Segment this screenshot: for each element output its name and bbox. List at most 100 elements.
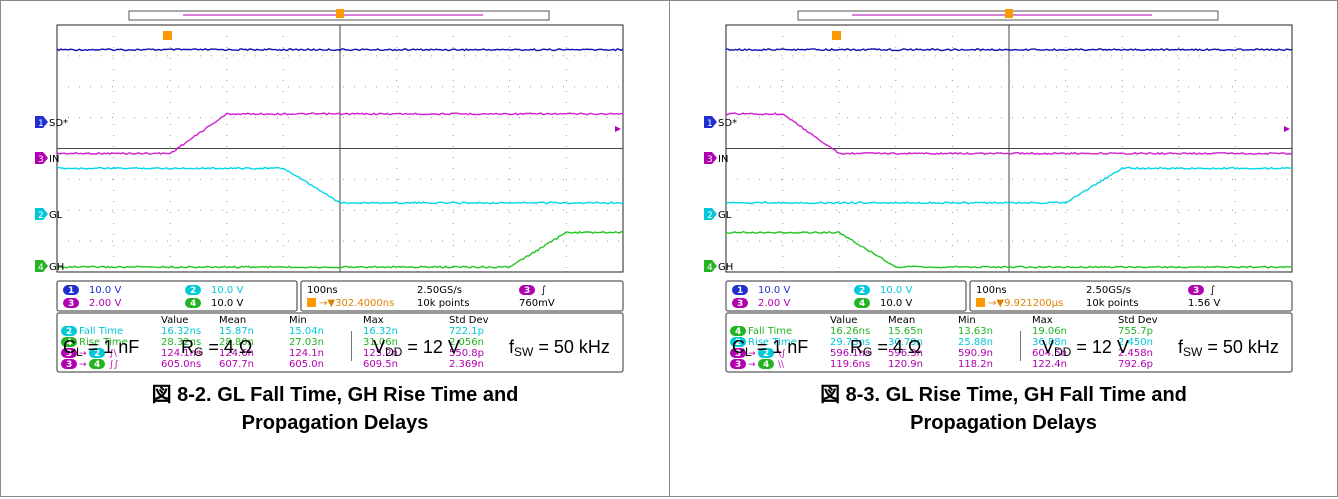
measurement-label: Fall Time — [748, 326, 792, 337]
caption-number: 図 8-3. — [820, 384, 880, 406]
rg-condition: RG = 4 Ω — [181, 337, 252, 359]
trigger-point-icon — [163, 31, 172, 40]
ch4-scale: 10.0 V — [880, 298, 912, 309]
ch2-badge: 2 — [190, 286, 196, 296]
scope-screen-left: 1 SD* 3 IN 2 GL 4 GH 1 10.0 V 2 10.0 V 3 2.00 V 4 10.0 … — [33, 9, 629, 322]
rg-condition: RG = 4 Ω — [850, 337, 921, 359]
caption-number: 図 8-2. — [152, 384, 212, 406]
ch4-badge: 4 — [190, 299, 196, 309]
cl-condition: CL = 1 nF — [63, 337, 139, 359]
trigger-level: 760mV — [519, 298, 555, 309]
record-length: 10k points — [1086, 298, 1138, 309]
caption-line2: Propagation Delays — [670, 409, 1337, 437]
trigger-time: →▼9.921200µs — [988, 298, 1063, 309]
measurement-value: 755.7p — [1118, 326, 1153, 337]
timebase: 100ns — [307, 285, 338, 296]
ch1-scale: 10.0 V — [758, 285, 790, 296]
trigger-level: 1.56 V — [1188, 298, 1220, 309]
ch2-scale: 10.0 V — [880, 285, 912, 296]
figure-caption-right: 図 8-3. GL Rise Time, GH Fall Time and Pr… — [670, 381, 1337, 437]
channel-marker-number: 1 — [707, 119, 713, 129]
measurement-column-header: Value — [161, 315, 188, 326]
test-conditions-right: CL = 1 nF RG = 4 Ω VDD = 12 V fSW = 50 k… — [670, 337, 1337, 367]
channel-marker-number: 1 — [38, 119, 44, 129]
ch3-scale: 2.00 V — [758, 298, 790, 309]
measurement-column-header: Mean — [219, 315, 246, 326]
measurement-value: 13.63n — [958, 326, 993, 337]
trigger-time-icon — [976, 298, 985, 307]
trigger-position-marker — [336, 9, 344, 18]
measurement-column-header: Value — [830, 315, 857, 326]
trigger-position-marker — [1005, 9, 1013, 18]
record-length: 10k points — [417, 298, 469, 309]
measurement-column-header: Max — [363, 315, 384, 326]
measurement-value: 16.32ns — [161, 326, 201, 337]
trigger-source-badge: 3 — [524, 286, 530, 296]
measurement-value: 722.1p — [449, 326, 484, 337]
channel-label: SD* — [49, 118, 68, 129]
measurement-value: 15.65n — [888, 326, 923, 337]
figure-caption-left: 図 8-2. GL Fall Time, GH Rise Time and Pr… — [1, 381, 669, 437]
ch3-badge: 3 — [68, 299, 74, 309]
measurement-column-header: Std Dev — [449, 315, 489, 326]
channel-label: IN — [718, 154, 728, 165]
channel-marker-number: 3 — [38, 155, 44, 165]
test-conditions-left: CL = 1 nF RG = 4 Ω VDD = 12 V fSW = 50 k… — [1, 337, 669, 367]
timebase: 100ns — [976, 285, 1007, 296]
ch2-scale: 10.0 V — [211, 285, 243, 296]
measurement-source-badge: 2 — [66, 327, 72, 337]
trigger-time: →▼302.4000ns — [319, 298, 394, 309]
trigger-slope: ∫ — [541, 285, 546, 296]
ch1-scale: 10.0 V — [89, 285, 121, 296]
cl-condition: CL = 1 nF — [732, 337, 808, 359]
caption-line1: GL Fall Time, GH Rise Time and — [217, 384, 518, 406]
ch1-badge: 1 — [737, 286, 743, 296]
channel-marker-number: 4 — [707, 263, 713, 273]
condition-divider — [351, 331, 352, 361]
caption-line2: Propagation Delays — [1, 409, 669, 437]
fsw-condition: fSW = 50 kHz — [1178, 337, 1279, 359]
condition-divider — [1020, 331, 1021, 361]
channel-label: SD* — [718, 118, 737, 129]
caption-line1: GL Rise Time, GH Fall Time and — [886, 384, 1187, 406]
ch4-scale: 10.0 V — [211, 298, 243, 309]
fsw-condition: fSW = 50 kHz — [509, 337, 610, 359]
ch3-badge: 3 — [737, 299, 743, 309]
measurement-column-header: Min — [289, 315, 307, 326]
channel-marker-number: 3 — [707, 155, 713, 165]
figure-panel-right: 1 SD* 3 IN 2 GL 4 GH 1 10.0 V 2 10.0 V 3 2.00 V 4 10.0 … — [669, 0, 1338, 497]
channel-label: GH — [49, 262, 64, 273]
channel-label: IN — [49, 154, 59, 165]
ch4-badge: 4 — [859, 299, 865, 309]
channel-marker-number: 2 — [38, 211, 44, 221]
trigger-point-icon — [832, 31, 841, 40]
measurement-value: 16.32n — [363, 326, 398, 337]
trigger-slope: ∫ — [1210, 285, 1215, 296]
measurement-value: 15.87n — [219, 326, 254, 337]
sample-rate: 2.50GS/s — [417, 285, 462, 296]
scope-screen-right: 1 SD* 3 IN 2 GL 4 GH 1 10.0 V 2 10.0 V 3 2.00 V 4 10.0 … — [702, 9, 1298, 322]
measurement-column-header: Mean — [888, 315, 915, 326]
sample-rate: 2.50GS/s — [1086, 285, 1131, 296]
channel-marker-number: 4 — [38, 263, 44, 273]
measurement-source-badge: 4 — [735, 327, 741, 337]
trigger-source-badge: 3 — [1193, 286, 1199, 296]
measurement-column-header: Min — [958, 315, 976, 326]
channel-label: GL — [49, 210, 63, 221]
measurement-column-header: Std Dev — [1118, 315, 1158, 326]
measurement-column-header: Max — [1032, 315, 1053, 326]
channel-marker-number: 2 — [707, 211, 713, 221]
measurement-value: 16.26ns — [830, 326, 870, 337]
figure-panel-left: 1 SD* 3 IN 2 GL 4 GH 1 10.0 V 2 10.0 V 3 2.00 V 4 10.0 … — [0, 0, 670, 497]
ch2-badge: 2 — [859, 286, 865, 296]
measurement-label: Fall Time — [79, 326, 123, 337]
ch3-scale: 2.00 V — [89, 298, 121, 309]
vdd-condition: VDD = 12 V — [1042, 337, 1129, 359]
trigger-time-icon — [307, 298, 316, 307]
channel-label: GH — [718, 262, 733, 273]
measurement-value: 19.06n — [1032, 326, 1067, 337]
vdd-condition: VDD = 12 V — [373, 337, 460, 359]
measurement-value: 15.04n — [289, 326, 324, 337]
channel-label: GL — [718, 210, 732, 221]
